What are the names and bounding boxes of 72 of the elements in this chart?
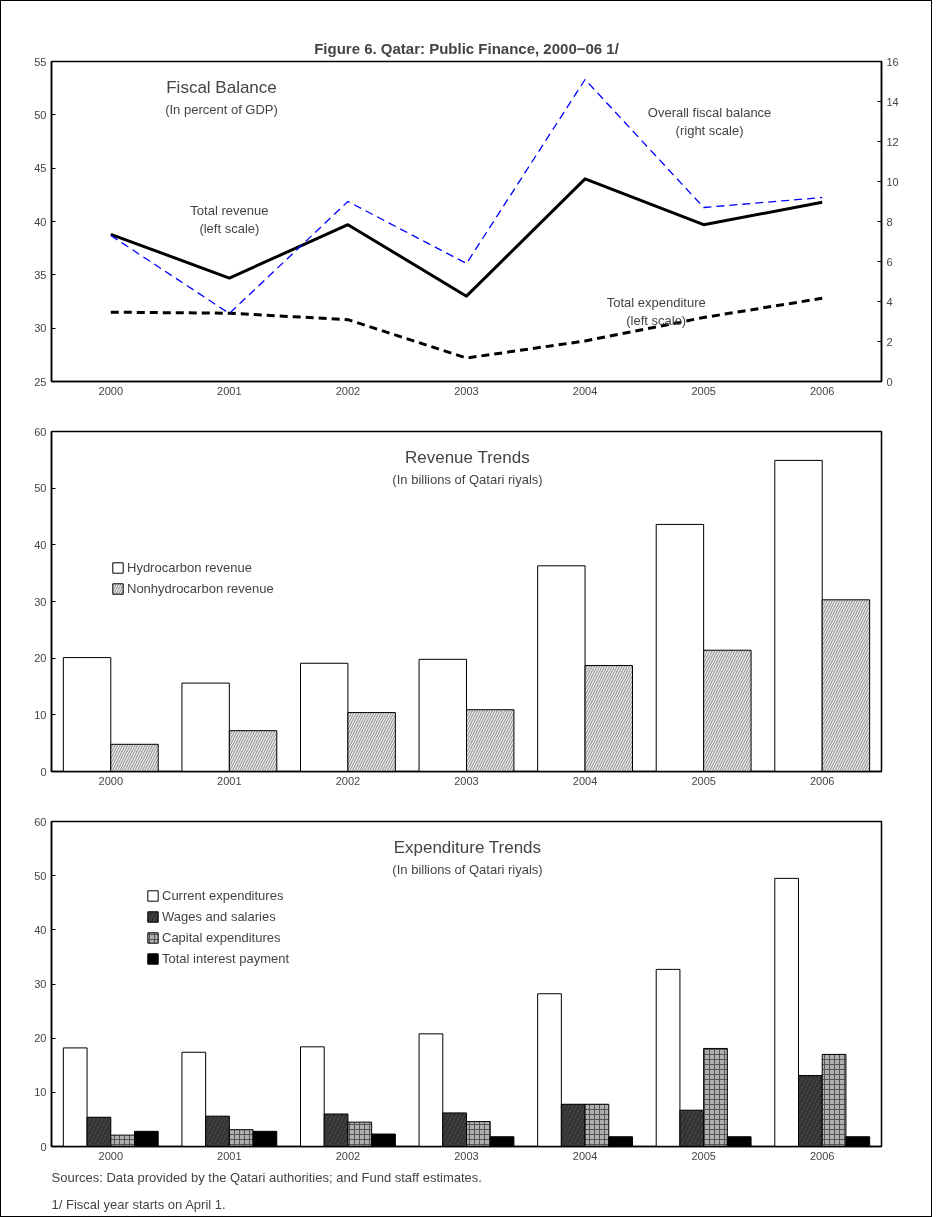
y-tick-label: 30 — [34, 978, 47, 990]
series-label: Total revenue (left scale) — [190, 203, 269, 237]
y2-tick-label: 6 — [886, 255, 893, 268]
y-tick-label: 30 — [34, 322, 47, 335]
x-tick-label: 2000 — [98, 384, 124, 397]
y-tick-label: 25 — [34, 375, 47, 388]
y2-tick-label: 10 — [886, 175, 899, 188]
text: (In percent of GDP) — [165, 101, 278, 117]
legend-label: Total interest payment — [162, 951, 290, 966]
x-tick-label: 2003 — [454, 1149, 479, 1162]
x-tick-label: 2001 — [217, 1149, 242, 1162]
y-tick-label: 30 — [34, 595, 47, 608]
x-tick-label: 2001 — [217, 384, 242, 397]
line-series — [110, 78, 823, 315]
x-tick-label: 2001 — [217, 774, 242, 787]
y-tick-label: 40 — [34, 215, 47, 228]
text: 1/ Fiscal year starts on April 1. — [51, 1196, 226, 1212]
legend-label: Capital expenditures — [162, 930, 281, 945]
x-tick-label: 2005 — [691, 384, 716, 397]
x-tick-label: 2005 — [691, 774, 716, 787]
y-tick-label: 0 — [40, 1140, 47, 1153]
y-tick-label: 45 — [34, 162, 47, 175]
legend-label: Hydrocarbon revenue — [127, 560, 253, 575]
series-label: Total expenditure (left scale) — [606, 294, 706, 328]
source-note: Sources: Data provided by the Qatari authorities; and Fund staff estimates. — [51, 1169, 482, 1185]
y-tick-label: 20 — [34, 652, 47, 665]
y-tick-label: 50 — [34, 869, 47, 882]
y2-tick-label: 16 — [886, 55, 899, 68]
x-tick-label: 2004 — [572, 774, 598, 787]
y2-tick-label: 0 — [886, 375, 893, 388]
y-tick-label: 60 — [34, 815, 47, 828]
y-tick-label: 55 — [34, 55, 47, 68]
y-tick-label: 60 — [34, 425, 47, 438]
caption: Figure 6. Qatar: Public Finance, 2000−06 1/ — [314, 39, 620, 57]
x-tick-label: 2000 — [98, 1149, 124, 1162]
y-tick-label: 40 — [34, 923, 47, 936]
legend-label: Current expenditures — [162, 888, 284, 903]
series-label: Overall fiscal balance (right scale) — [647, 104, 772, 138]
legend-label: Wages and salaries — [162, 909, 276, 924]
text: (In billions of Qatari riyals) — [392, 471, 543, 487]
y-tick-label: 50 — [34, 482, 47, 495]
y-tick-label: 35 — [34, 268, 47, 281]
y-tick-label: 40 — [34, 538, 47, 551]
text: Revenue Trends — [404, 447, 530, 467]
y-tick-label: 0 — [40, 765, 47, 778]
y2-tick-label: 2 — [886, 335, 893, 348]
y-tick-label: 10 — [34, 1086, 47, 1099]
y-tick-label: 20 — [34, 1032, 47, 1045]
x-tick-label: 2003 — [454, 774, 479, 787]
x-tick-label: 2000 — [98, 774, 124, 787]
text: Expenditure Trends — [393, 837, 542, 857]
x-tick-label: 2005 — [691, 1149, 716, 1162]
y-tick-label: 50 — [34, 108, 47, 121]
x-tick-label: 2002 — [335, 1149, 361, 1162]
x-tick-label: 2006 — [809, 774, 835, 787]
x-tick-label: 2003 — [454, 384, 479, 397]
x-tick-label: 2002 — [335, 774, 361, 787]
legend-label: Nonhydrocarbon revenue — [127, 581, 274, 596]
line-series — [109, 177, 824, 298]
y-tick-label: 10 — [34, 708, 47, 721]
text: Fiscal Balance — [166, 77, 277, 97]
x-tick-label: 2006 — [809, 384, 835, 397]
text: (In billions of Qatari riyals) — [392, 861, 543, 877]
y2-tick-label: 14 — [886, 95, 899, 108]
x-tick-label: 2006 — [809, 1149, 835, 1162]
x-tick-label: 2004 — [572, 384, 598, 397]
y2-tick-label: 8 — [886, 215, 893, 228]
x-tick-label: 2004 — [572, 1149, 598, 1162]
line-series — [109, 296, 824, 360]
y2-tick-label: 4 — [886, 295, 893, 308]
x-tick-label: 2002 — [335, 384, 361, 397]
y2-tick-label: 12 — [886, 135, 899, 148]
